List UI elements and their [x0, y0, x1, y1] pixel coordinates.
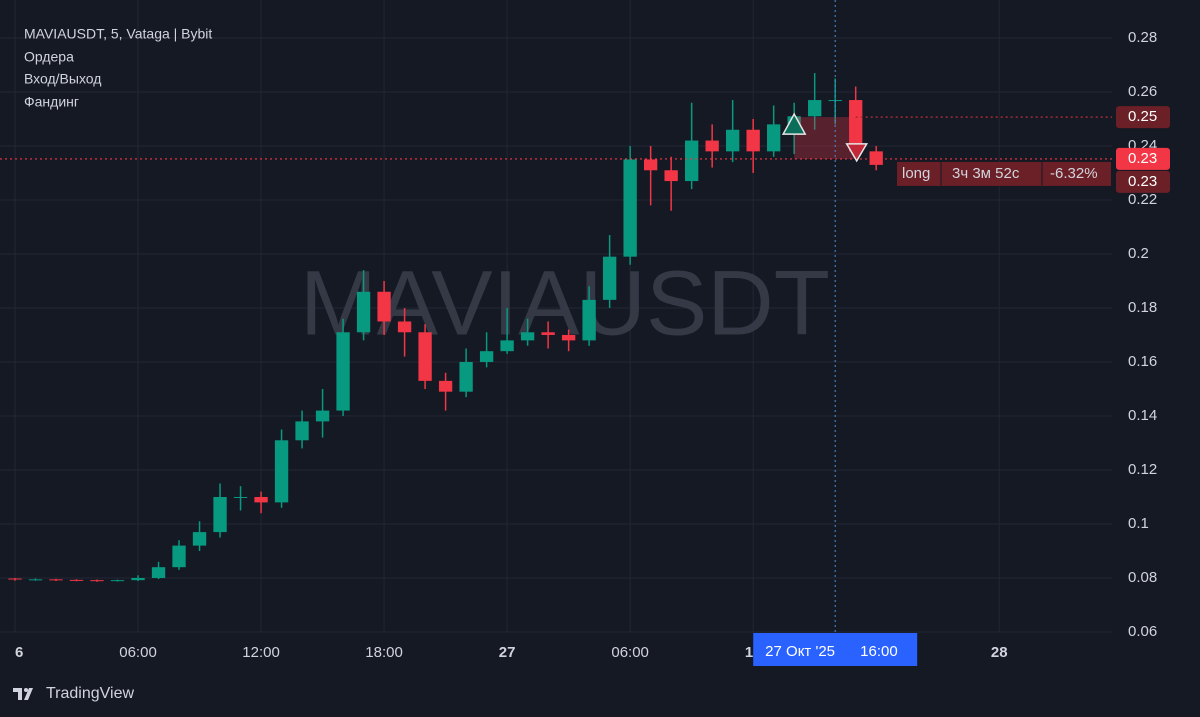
- candle-body: [725, 129, 740, 152]
- price-label: 0.25: [1128, 108, 1157, 125]
- plot: [8, 73, 883, 582]
- candle-body: [582, 299, 596, 341]
- x-tick-label: 6: [15, 644, 23, 661]
- candle-body: [192, 532, 207, 546]
- x-tick-label: 12:00: [242, 644, 280, 661]
- candle-body: [438, 380, 453, 392]
- chart-title: MAVIAUSDT, 5, Vataga | Bybit: [24, 26, 212, 42]
- logo-dot: [24, 688, 28, 692]
- candle-body: [602, 256, 617, 300]
- candle-body: [315, 410, 330, 422]
- candle-body: [8, 578, 22, 580]
- candle-body: [849, 100, 863, 152]
- candle-body: [479, 351, 494, 362]
- y-tick-label: 0.2: [1128, 245, 1149, 262]
- x-tick-label: 06:00: [119, 644, 157, 661]
- y-tick-label: 0.1: [1128, 515, 1149, 532]
- overlay: 0.060.080.10.120.140.160.180.20.220.240.…: [0, 0, 1170, 666]
- y-tick-label: 0.12: [1128, 461, 1157, 478]
- candle-body: [213, 496, 227, 533]
- candle-body: [684, 140, 699, 182]
- legend-item[interactable]: Ордера: [24, 49, 74, 65]
- candle-body: [664, 170, 678, 182]
- candle-body: [561, 334, 576, 341]
- candle-body: [623, 159, 637, 257]
- position-duration: 3ч 3м 52с: [952, 165, 1020, 182]
- position-side: long: [902, 165, 930, 182]
- candle-body: [90, 580, 104, 582]
- grid: [0, 0, 1112, 633]
- candle-body: [418, 332, 432, 381]
- legend-item[interactable]: Вход/Выход: [24, 71, 101, 87]
- candle-body: [520, 332, 535, 341]
- candle-body: [500, 340, 514, 352]
- candle-body: [295, 421, 309, 441]
- candle-body: [377, 291, 391, 322]
- candle-body: [28, 579, 43, 581]
- y-tick-label: 0.06: [1128, 623, 1157, 640]
- exit-marker: [845, 143, 869, 163]
- y-tick-label: 0.22: [1128, 191, 1157, 208]
- candle-body: [541, 332, 555, 335]
- candle-body: [172, 545, 186, 568]
- x-tick-label: 28: [991, 644, 1008, 661]
- price-label-bg: [1116, 106, 1170, 129]
- price-label: 0.23: [1128, 173, 1157, 190]
- candle-body: [459, 361, 473, 392]
- candle-body: [356, 291, 371, 333]
- candle-body: [705, 140, 719, 152]
- candle-body: [808, 100, 822, 117]
- crosshair-date: 27 Окт '25: [765, 643, 835, 660]
- crosshair-label-bg: [753, 633, 918, 666]
- y-tick-label: 0.16: [1128, 353, 1157, 370]
- candle-body: [746, 129, 760, 152]
- candle-body: [336, 332, 350, 411]
- brand[interactable]: TradingView: [46, 685, 134, 702]
- crosshair-time: 16:00: [860, 643, 898, 660]
- candle-body: [49, 579, 63, 581]
- legend-item[interactable]: Фандинг: [24, 94, 79, 110]
- candle-body: [274, 440, 289, 503]
- y-tick-label: 0.26: [1128, 83, 1157, 100]
- candle-body: [869, 151, 883, 165]
- candle-body: [767, 124, 781, 152]
- price-label-bg: [1116, 147, 1170, 170]
- x-tick-label: 18:00: [365, 644, 403, 661]
- y-tick-label: 0.28: [1128, 29, 1157, 46]
- position-pnl: -6.32%: [1050, 165, 1098, 182]
- x-tick-label: 27: [499, 644, 516, 661]
- x-tick-label: 06:00: [611, 644, 649, 661]
- price-label: 0.23: [1128, 150, 1157, 167]
- candle-body: [69, 579, 84, 581]
- y-tick-label: 0.08: [1128, 569, 1157, 586]
- entry-marker: [781, 112, 807, 135]
- candle-body: [110, 580, 125, 582]
- position-zone: [794, 117, 856, 159]
- price-label-bg: [1116, 170, 1170, 193]
- y-tick-label: 0.14: [1128, 407, 1157, 424]
- candle-body: [254, 496, 268, 503]
- y-tick-label: 0.18: [1128, 299, 1157, 316]
- candle-body: [643, 159, 658, 171]
- logo-icon: [13, 688, 33, 700]
- brand-logo: [13, 688, 33, 700]
- position-box: [897, 161, 1111, 186]
- candle-body: [233, 496, 248, 498]
- candle-body: [397, 321, 412, 333]
- candle-body: [151, 567, 166, 578]
- candle-body: [131, 577, 145, 581]
